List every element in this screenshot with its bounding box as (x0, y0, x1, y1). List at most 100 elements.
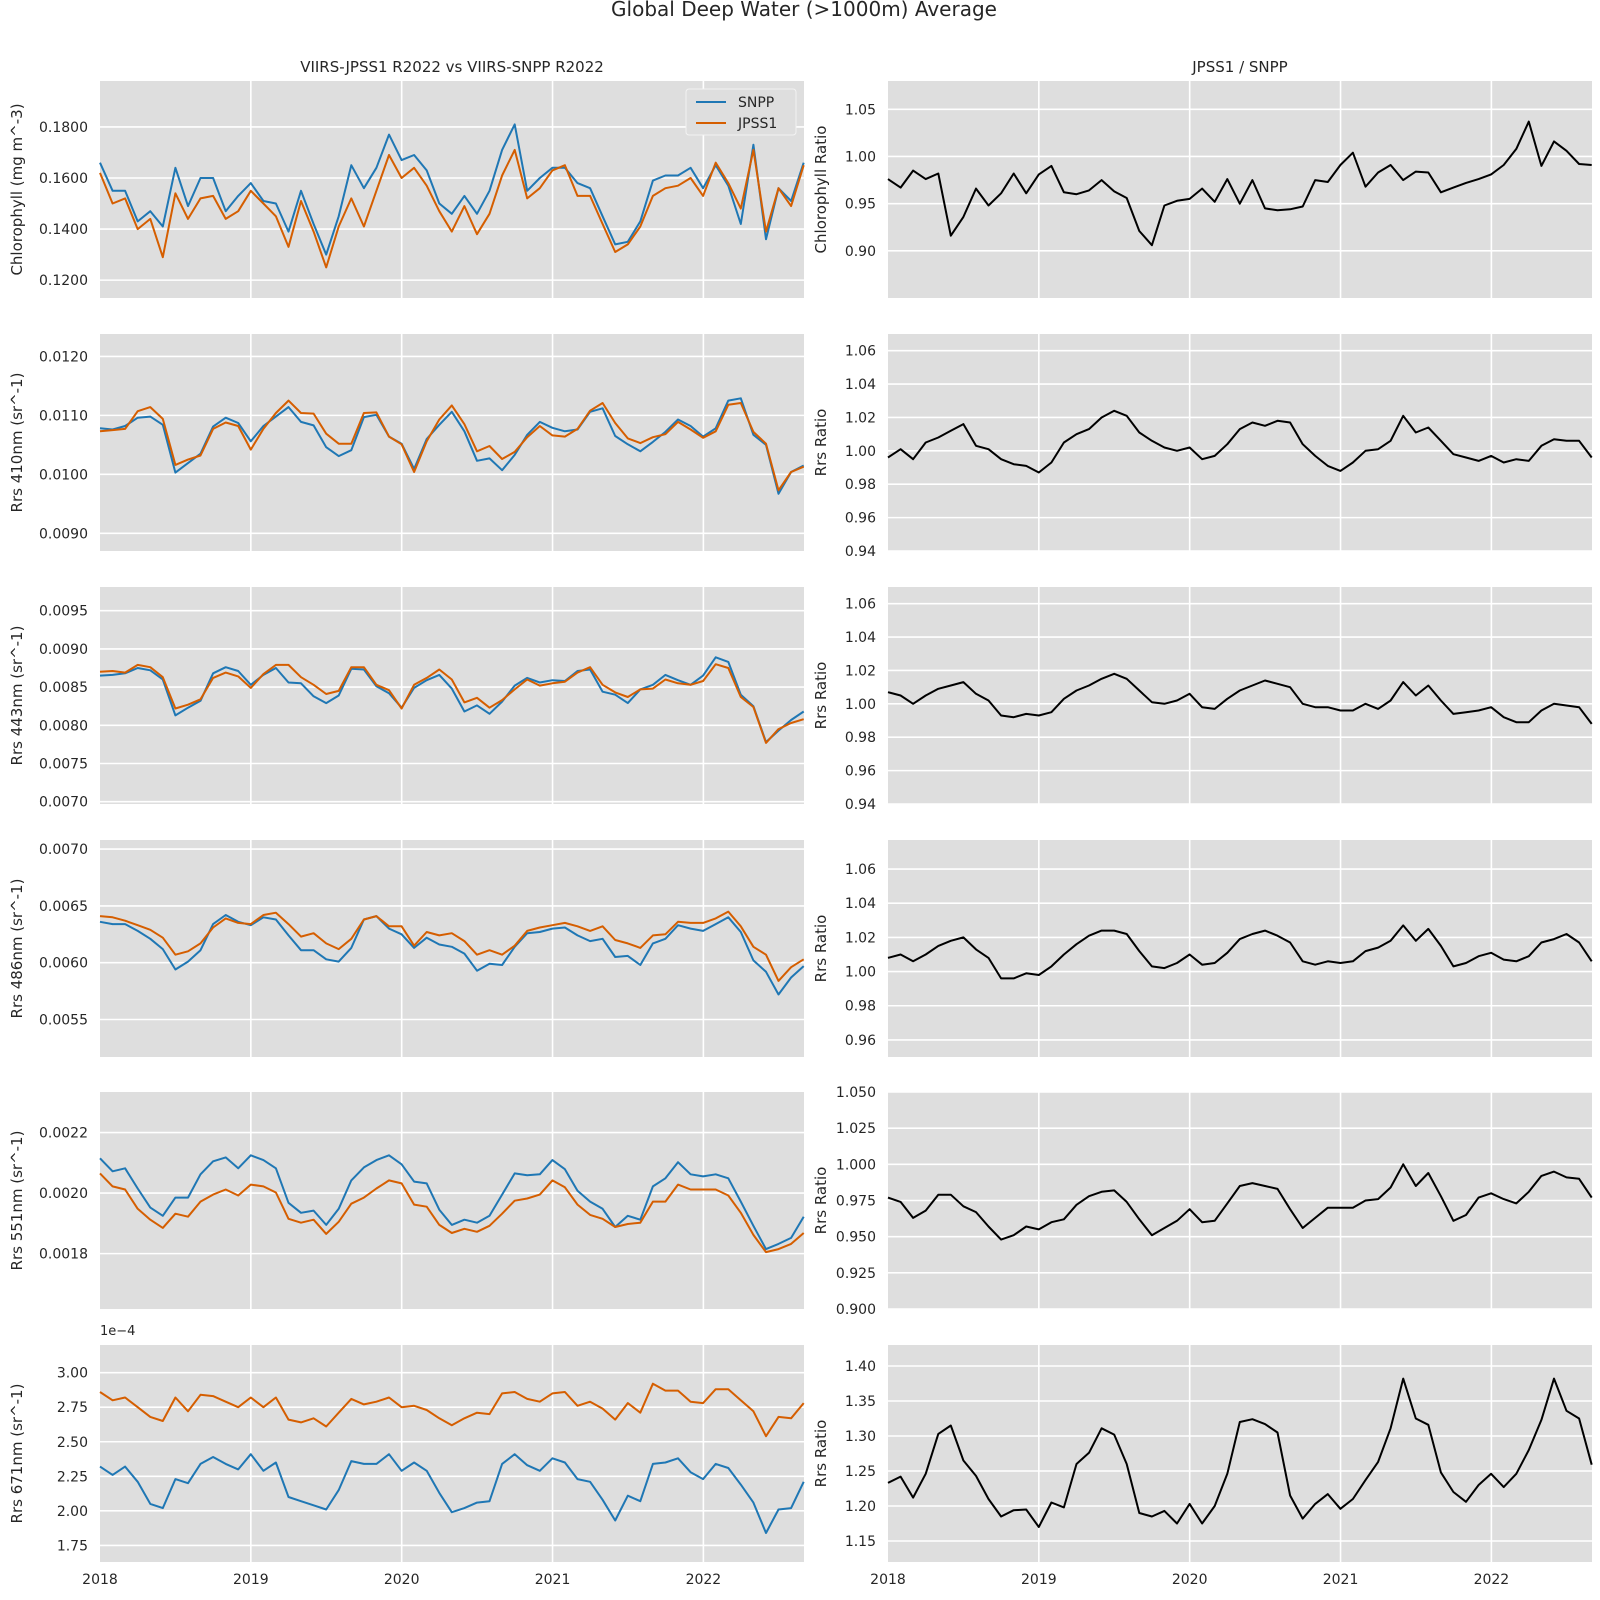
legend-label: SNPP (738, 95, 774, 111)
y-tick-label: 1.025 (836, 1121, 876, 1137)
plot-area (888, 334, 1592, 551)
y-tick-label: 0.0120 (39, 349, 88, 365)
y-tick-label: 0.0075 (39, 757, 88, 773)
figure-title: Global Deep Water (>1000m) Average (611, 0, 997, 21)
panel-ratio-5: 0.900 0.925 0.950 0.975 1.000 1.025 1.050 Rrs R… (812, 1085, 1593, 1318)
x-tick-label: 2020 (1172, 1572, 1208, 1588)
panel-ratio-4: 0.96 0.98 1.00 1.02 1.04 1.06 Rrs Ratio (812, 840, 1593, 1057)
series-line-snpp (99, 397, 805, 495)
series-line-snpp (99, 123, 805, 256)
y-tick-label: 1.04 (845, 896, 876, 912)
series-line-jpss1 (99, 399, 805, 492)
y-tick-label: 1.00 (845, 697, 876, 713)
y-tick-label: 1.02 (845, 930, 876, 946)
y-tick-label: 0.1400 (39, 222, 88, 238)
y-tick-label: 0.0085 (39, 680, 88, 696)
x-tick-label: 2020 (384, 1572, 420, 1588)
y-tick-label: 2.75 (57, 1400, 88, 1416)
series-line-jpss1 (99, 148, 805, 269)
y-tick-label: 0.1200 (39, 273, 88, 289)
x-tick-label: 2018 (870, 1572, 906, 1588)
x-tick-label: 2021 (535, 1572, 571, 1588)
series-line-snpp (99, 1453, 805, 1534)
panel-ratio-3: 0.94 0.96 0.98 1.00 1.02 1.04 1.06 Rrs Ratio (812, 587, 1593, 813)
y-axis-label: Rrs Ratio (812, 662, 830, 730)
y-tick-label: 1.15 (845, 1534, 876, 1550)
y-tick-label: 0.98 (845, 477, 876, 493)
y-tick-label: 0.900 (836, 1302, 876, 1318)
y-tick-label: 0.975 (836, 1194, 876, 1210)
y-tick-label: 1.06 (845, 862, 876, 878)
x-tick-label: 2018 (82, 1572, 118, 1588)
y-tick-label: 0.96 (845, 1033, 876, 1049)
series-line-snpp (99, 914, 805, 996)
y-tick-label: 0.0095 (39, 604, 88, 620)
y-axis-label: Rrs Ratio (812, 409, 830, 477)
x-tick-label: 2019 (233, 1572, 269, 1588)
plot-area (100, 587, 804, 804)
y-tick-label: 1.04 (845, 630, 876, 646)
y-tick-label: 1.00 (845, 149, 876, 165)
series-line-snpp (99, 656, 805, 744)
panel-values-6: 1.75 2.00 2.25 2.50 2.75 3.00 Rrs 671nm (sr^-1… (8, 1324, 805, 1588)
series-line-ratio (887, 924, 1593, 980)
x-tick-label: 2022 (686, 1572, 722, 1588)
panel-values-1: 0.1200 0.1400 0.1600 0.1800 Chlorophyll (mg … (8, 81, 805, 298)
y-tick-label: 1.02 (845, 663, 876, 679)
left-column-title: VIIRS-JPSS1 R2022 vs VIIRS-SNPP R2022 (300, 58, 604, 76)
series-line-jpss1 (99, 663, 804, 744)
plot-area (100, 1092, 804, 1309)
y-scale-label: 1e−4 (100, 1324, 135, 1339)
series-line-ratio (887, 1377, 1593, 1528)
series-line-ratio (887, 409, 1593, 474)
y-tick-label: 0.0070 (39, 842, 88, 858)
legend-label: JPSS1 (737, 116, 777, 132)
legend: SNPP JPSS1 (685, 88, 797, 136)
plot-area (100, 334, 804, 551)
y-tick-label: 0.98 (845, 999, 876, 1015)
y-tick-label: 1.00 (845, 444, 876, 460)
plot-area (888, 81, 1592, 298)
series-line-ratio (887, 120, 1592, 247)
panel-values-4: 0.0055 0.0060 0.0065 0.0070 Rrs 486nm (sr^-1… (8, 840, 805, 1057)
plot-area (888, 840, 1592, 1057)
y-axis-label: Rrs 443nm (sr^-1) (8, 626, 26, 766)
y-tick-label: 1.05 (845, 102, 876, 118)
y-tick-label: 1.06 (845, 597, 876, 613)
y-axis-label: Rrs 671nm (sr^-1) (8, 1384, 26, 1524)
y-tick-label: 0.94 (845, 544, 876, 560)
y-tick-label: 0.0090 (39, 526, 88, 542)
panel-values-5: 0.0018 0.0020 0.0022 Rrs 551nm (sr^-1) (8, 1092, 805, 1309)
y-tick-label: 1.30 (845, 1429, 876, 1445)
y-tick-label: 0.0080 (39, 718, 88, 734)
y-tick-label: 2.00 (57, 1504, 88, 1520)
x-tick-label: 2021 (1323, 1572, 1359, 1588)
y-tick-label: 1.04 (845, 377, 876, 393)
y-tick-label: 0.95 (845, 197, 876, 213)
y-tick-label: 0.1600 (39, 171, 88, 187)
y-axis-label: Rrs Ratio (812, 915, 830, 983)
panel-values-2: 0.0090 0.0100 0.0110 0.0120 Rrs 410nm (sr^-1… (8, 334, 805, 551)
y-tick-label: 0.90 (845, 244, 876, 260)
panel-ratio-6: 1.15 1.20 1.25 1.30 1.35 1.40 Rrs Ratio 2018 201… (812, 1345, 1593, 1588)
y-tick-label: 0.96 (845, 764, 876, 780)
y-tick-label: 0.0018 (39, 1247, 88, 1263)
y-tick-label: 1.20 (845, 1499, 876, 1515)
y-tick-label: 1.35 (845, 1394, 876, 1410)
y-tick-label: 0.1800 (39, 120, 88, 136)
x-tick-label: 2019 (1021, 1572, 1057, 1588)
y-tick-label: 1.00 (845, 965, 876, 981)
y-tick-label: 0.98 (845, 730, 876, 746)
y-axis-label: Rrs Ratio (812, 1420, 830, 1488)
y-tick-label: 0.0022 (39, 1126, 88, 1142)
y-tick-label: 3.00 (57, 1366, 88, 1382)
y-tick-label: 2.25 (57, 1469, 88, 1485)
y-tick-label: 0.950 (836, 1230, 876, 1246)
right-column-title: JPSS1 / SNPP (1191, 58, 1287, 76)
y-axis-label: Chlorophyll Ratio (812, 126, 830, 254)
panel-ratio-1: 0.90 0.95 1.00 1.05 Chlorophyll Ratio (812, 81, 1592, 298)
y-tick-label: 1.75 (57, 1538, 88, 1554)
y-tick-label: 0.0100 (39, 467, 88, 483)
y-axis-label: Rrs 410nm (sr^-1) (8, 373, 26, 513)
y-tick-label: 1.02 (845, 410, 876, 426)
